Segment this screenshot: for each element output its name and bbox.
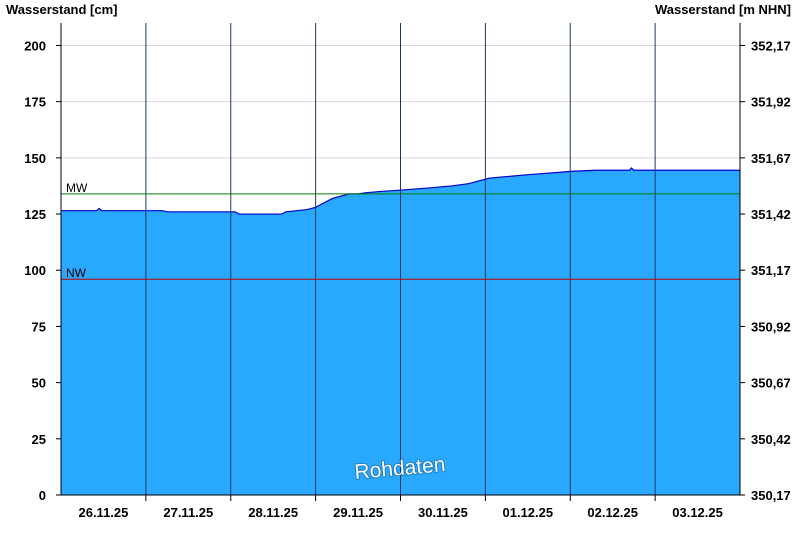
water-level-line (61, 167, 740, 215)
right-y-tick-label: 350,92 (751, 319, 791, 334)
right-y-tick-label: 351,17 (751, 263, 791, 278)
x-tick-label: 02.12.25 (587, 505, 638, 520)
x-tick-label: 28.11.25 (248, 505, 298, 520)
x-tick-label: 03.12.25 (672, 505, 723, 520)
x-tick-label: 26.11.25 (78, 505, 128, 520)
right-y-tick-label: 352,17 (751, 38, 791, 53)
x-tick-label: 27.11.25 (163, 505, 213, 520)
right-y-tick-label: 351,42 (751, 207, 791, 222)
x-tick-label: 29.11.25 (333, 505, 383, 520)
left-axis-title: Wasserstand [cm] (6, 2, 118, 17)
right-y-tick-label: 351,67 (751, 151, 791, 166)
reference-label-nw: NW (66, 266, 87, 280)
x-tick-label: 30.11.25 (418, 505, 468, 520)
left-y-tick-label: 0 (39, 488, 46, 503)
left-y-tick-label: 125 (24, 207, 46, 222)
right-y-tick-label: 351,92 (751, 95, 791, 110)
left-y-tick-label: 175 (24, 95, 46, 110)
left-y-tick-label: 200 (24, 38, 46, 53)
left-y-tick-label: 25 (32, 432, 46, 447)
reference-label-mw: MW (66, 181, 88, 195)
right-axis-title: Wasserstand [m NHN] (655, 2, 791, 17)
right-y-tick-label: 350,17 (751, 488, 791, 503)
left-y-tick-label: 150 (24, 151, 46, 166)
right-y-tick-label: 350,67 (751, 376, 791, 391)
right-y-tick-label: 350,42 (751, 432, 791, 447)
x-tick-label: 01.12.25 (503, 505, 554, 520)
left-y-tick-label: 50 (32, 376, 46, 391)
left-y-tick-label: 75 (32, 319, 46, 334)
left-y-tick-label: 100 (24, 263, 46, 278)
plot-area: MW NW 0 25 50 75 100 125 150 175 200 350,17 350,42 35… (24, 23, 791, 520)
